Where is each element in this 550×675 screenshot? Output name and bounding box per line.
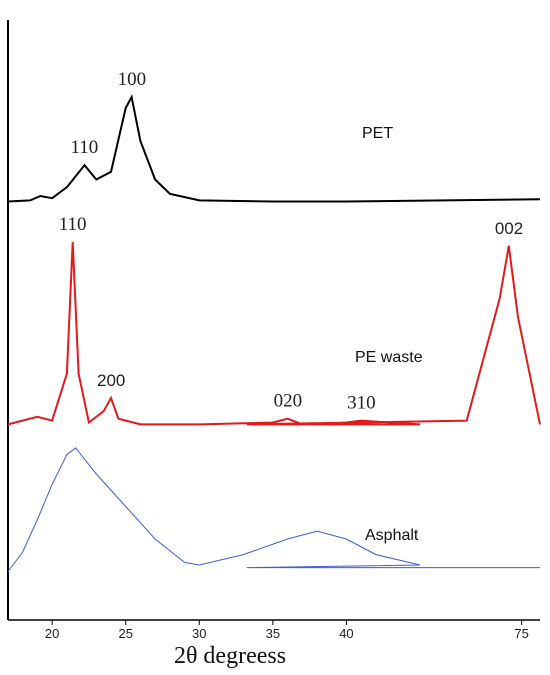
series-line-0: [7, 94, 541, 203]
series-layer: [7, 94, 541, 572]
series-name-1: PE waste: [355, 349, 423, 366]
x-tick-label-2: 30: [192, 626, 206, 641]
peak-label-1-1: 200: [97, 371, 125, 390]
peak-label-0-1: 100: [118, 69, 147, 90]
labels-layer: PET 110 100 PE waste 110 200 020 310 002 Asphalt: [59, 69, 523, 544]
x-tick-label-3: 35: [266, 626, 280, 641]
x-tick-label-0: 20: [45, 626, 59, 641]
series-line-2: [7, 447, 540, 572]
peak-label-1-3: 310: [347, 393, 376, 414]
peak-label-0-0: 110: [71, 137, 99, 158]
peak-label-1-4: 002: [495, 219, 523, 238]
x-axis-title: 2θ degreess: [174, 643, 286, 669]
peak-label-1-0: 110: [59, 214, 87, 235]
series-line-1: [7, 241, 541, 426]
peak-label-1-2: 020: [274, 391, 303, 412]
x-tick-label-5: 75: [514, 626, 528, 641]
ticks-layer: 20 25 30 35 40 75: [45, 620, 529, 641]
x-tick-label-1: 25: [118, 626, 132, 641]
x-tick-label-4: 40: [339, 626, 353, 641]
series-name-0: PET: [362, 125, 393, 142]
series-name-2: Asphalt: [365, 527, 419, 544]
